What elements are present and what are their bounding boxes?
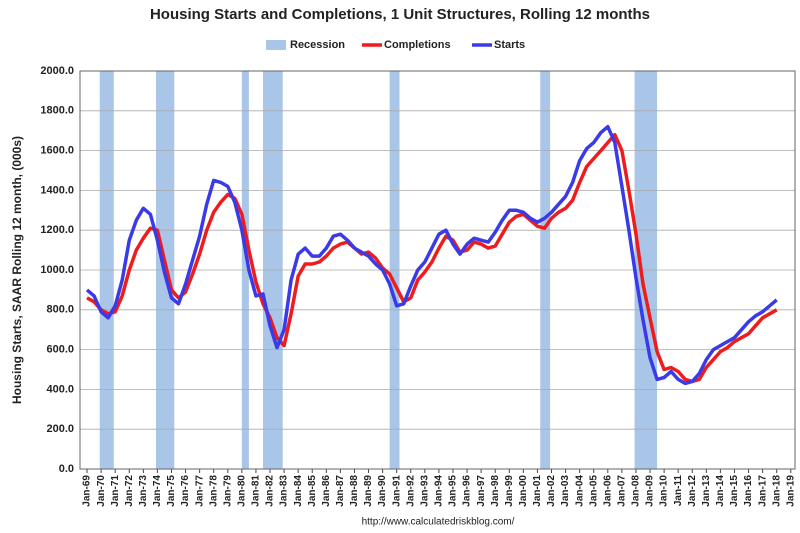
x-tick-label: Jan-93: [419, 475, 430, 507]
x-tick-label: Jan-83: [279, 475, 290, 507]
x-tick-label: Jan-79: [222, 475, 233, 507]
x-tick-label: Jan-97: [476, 475, 487, 507]
x-tick-label: Jan-10: [659, 475, 670, 507]
x-tick-label: Jan-69: [82, 475, 93, 507]
x-tick-label: Jan-88: [349, 475, 360, 507]
x-tick-label: Jan-07: [617, 475, 628, 507]
x-tick-label: Jan-09: [645, 475, 656, 507]
x-tick-label: Jan-94: [434, 475, 445, 507]
x-tick-label: Jan-13: [701, 475, 712, 507]
x-tick-label: Jan-91: [391, 475, 402, 507]
x-tick-label: Jan-80: [237, 475, 248, 507]
x-tick-label: Jan-98: [490, 475, 501, 507]
x-tick-label: Jan-87: [335, 475, 346, 507]
legend-label: Recession: [290, 39, 345, 51]
x-tick-label: Jan-08: [631, 475, 642, 507]
x-tick-label: Jan-99: [504, 475, 515, 507]
x-tick-label: Jan-17: [757, 475, 768, 507]
y-tick-label: 200.0: [46, 423, 74, 435]
legend-swatch: [266, 40, 286, 50]
x-tick-label: Jan-00: [518, 475, 529, 507]
x-tick-label: Jan-16: [743, 475, 754, 507]
plot-border: [79, 70, 796, 470]
x-tick-label: Jan-95: [448, 475, 459, 507]
source: http://www.calculatedriskblog.com/: [362, 517, 515, 528]
x-tick-label: Jan-06: [602, 475, 613, 507]
y-tick-label: 1200.0: [40, 224, 74, 236]
x-tick-label: Jan-81: [251, 475, 262, 507]
x-tick-label: Jan-74: [152, 475, 163, 507]
x-tick-label: Jan-86: [321, 475, 332, 507]
x-tick-label: Jan-71: [110, 475, 121, 507]
x-tick-label: Jan-89: [363, 475, 374, 507]
y-tick-label: 0.0: [59, 463, 74, 475]
y-tick-label: 400.0: [46, 383, 74, 395]
x-tick-label: Jan-82: [265, 475, 276, 507]
x-tick-label: Jan-77: [194, 475, 205, 507]
y-tick-label: 800.0: [46, 304, 74, 316]
x-tick-label: Jan-90: [377, 475, 388, 507]
x-tick-label: Jan-75: [166, 475, 177, 507]
x-tick-label: Jan-92: [405, 475, 416, 507]
x-tick-label: Jan-05: [588, 475, 599, 507]
x-tick-label: Jan-18: [771, 475, 782, 507]
legend-label: Completions: [384, 39, 451, 51]
x-tick-label: Jan-01: [532, 475, 543, 507]
x-tick-label: Jan-19: [785, 475, 796, 507]
x-tick-label: Jan-11: [673, 475, 684, 507]
y-tick-label: 1600.0: [40, 145, 74, 157]
chart-title: Housing Starts and Completions, 1 Unit S…: [150, 6, 650, 23]
legend-label: Starts: [494, 39, 525, 51]
x-tick-label: Jan-85: [307, 475, 318, 507]
series-line: [86, 132, 778, 384]
y-tick-label: 600.0: [46, 344, 74, 356]
x-tick-label: Jan-12: [687, 475, 698, 507]
x-tick-label: Jan-03: [560, 475, 571, 507]
x-tick-label: Jan-14: [715, 475, 726, 507]
x-tick-label: Jan-84: [293, 475, 304, 507]
y-tick-label: 1000.0: [40, 264, 74, 276]
y-tick-label: 2000.0: [40, 65, 74, 77]
y-tick-label: 1400.0: [40, 184, 74, 196]
x-tick-label: Jan-78: [208, 475, 219, 507]
x-tick-label: Jan-76: [180, 475, 191, 507]
x-tick-label: Jan-72: [124, 475, 135, 507]
x-tick-label: Jan-73: [138, 475, 149, 507]
x-tick-label: Jan-15: [729, 475, 740, 507]
x-tick-label: Jan-02: [546, 475, 557, 507]
series-line: [85, 124, 778, 386]
y-tick-label: 1800.0: [40, 105, 74, 117]
y-axis-label: Housing Starts, SAAR Rolling 12 month, (…: [10, 136, 24, 404]
x-tick-label: Jan-70: [96, 475, 107, 507]
x-tick-label: Jan-96: [462, 475, 473, 507]
x-tick-label: Jan-04: [574, 475, 585, 507]
